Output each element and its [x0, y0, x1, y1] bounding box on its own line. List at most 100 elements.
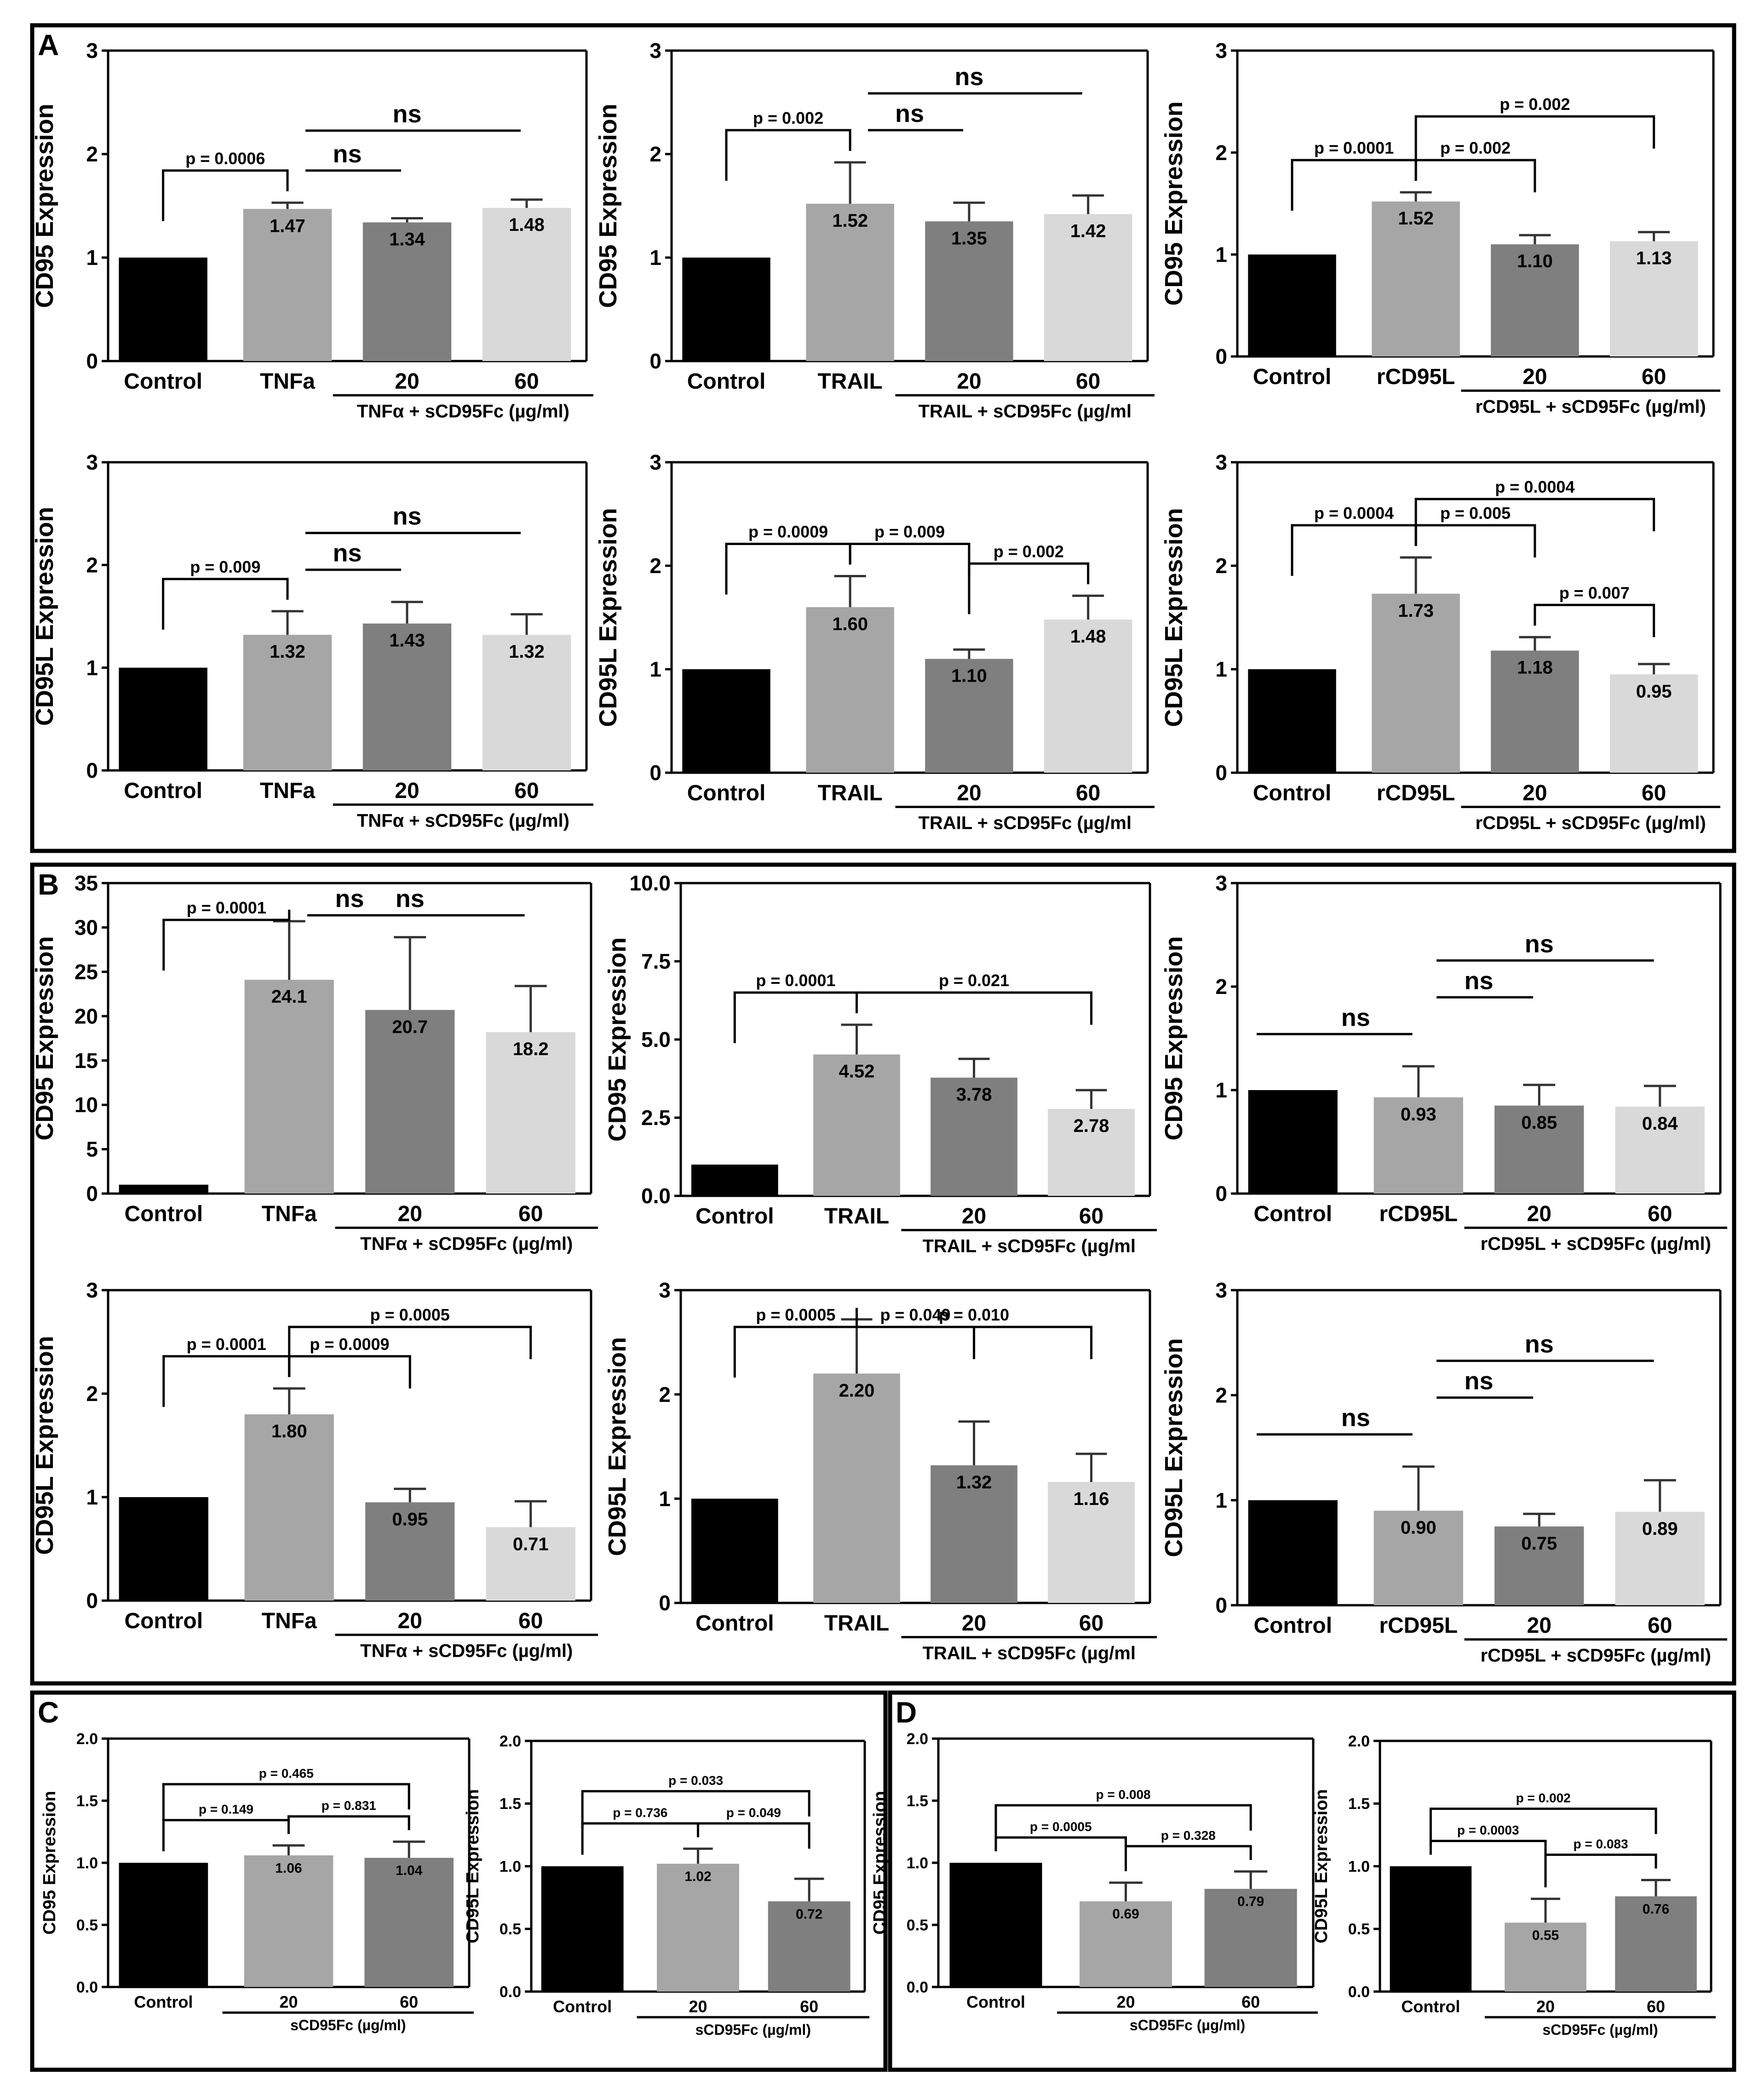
bar-60 [486, 1527, 575, 1601]
bar-20 [365, 1010, 455, 1194]
y-tick-label: 0 [649, 761, 661, 785]
bar-20 [1494, 1526, 1584, 1605]
panel-letter-a: A [38, 29, 59, 62]
value-label: 0.79 [1237, 1894, 1264, 1909]
category-label: 20 [395, 369, 419, 394]
bar-20 [931, 1465, 1017, 1603]
category-label: Control [1401, 1997, 1460, 2016]
bar-60 [1048, 1482, 1135, 1603]
p-value-label: p = 0.149 [199, 1802, 253, 1816]
p-value-label: p = 0.465 [259, 1766, 314, 1780]
y-axis-label: CD95 Expression [594, 103, 622, 308]
bar-rcd95l [1373, 1097, 1463, 1194]
significance-bracket [162, 578, 289, 630]
value-label: 1.32 [509, 642, 545, 662]
ns-label: ns [1525, 1331, 1554, 1358]
y-axis-label: CD95 Expression [870, 1791, 890, 1935]
category-label: 60 [1648, 1613, 1672, 1638]
group-label: sCD95Fc (µg/ml) [290, 2017, 406, 2033]
y-tick-label: 2 [86, 553, 98, 577]
bar-control [119, 258, 207, 361]
bar-20 [925, 221, 1013, 361]
category-label: Control [1253, 365, 1332, 389]
bar-rcd95l [1372, 201, 1460, 356]
y-tick-label: 3 [1215, 450, 1227, 474]
value-label: 1.80 [271, 1421, 307, 1441]
p-value-label: p = 0.002 [1440, 138, 1511, 157]
p-value-label: p = 0.0001 [187, 1335, 266, 1354]
p-value-label: p = 0.002 [1500, 95, 1570, 114]
bar-60 [486, 1032, 575, 1194]
chart-12: 0 1 2 3 CD95L Expression Control 0.90 rCD95L 0.7… [1160, 1278, 1727, 1665]
y-axis-label: CD95 Expression [31, 103, 58, 308]
group-label: TNFα + sCD95Fc (µg/ml) [360, 1234, 573, 1254]
y-tick-label: 1 [86, 656, 98, 680]
category-label: TNFa [260, 369, 315, 394]
p-value-label: p = 0.002 [994, 542, 1064, 561]
category-label: 60 [514, 779, 539, 803]
bar-60 [364, 1858, 454, 1987]
y-tick-label: 5 [86, 1137, 98, 1161]
bar-control [1248, 254, 1336, 356]
p-value-label: p = 0.0001 [187, 898, 266, 917]
p-value-label: p = 0.083 [1573, 1837, 1628, 1851]
y-axis-label: CD95L Expression [463, 1789, 483, 1943]
y-tick-label: 0.5 [76, 1917, 98, 1934]
p-value-label: p = 0.0001 [1314, 138, 1394, 157]
y-tick-label: 10.0 [629, 871, 671, 895]
group-label: TRAIL + sCD95Fc (µg/ml [918, 401, 1132, 421]
y-tick-label: 1.0 [500, 1858, 521, 1875]
group-label: rCD95L + sCD95Fc (µg/ml) [1481, 1234, 1711, 1254]
bar-60 [1204, 1889, 1297, 1987]
panel-letter-c: C [38, 1696, 59, 1729]
y-tick-label: 2.0 [907, 1730, 928, 1748]
y-tick-label: 0 [1215, 345, 1227, 368]
category-label: TRAIL [817, 369, 882, 394]
category-label: 20 [1536, 1997, 1555, 2016]
y-tick-label: 2 [86, 1382, 98, 1406]
category-label: Control [553, 1997, 612, 2016]
significance-bracket [725, 129, 851, 181]
bar-20 [1505, 1923, 1586, 1992]
bar-control [119, 1184, 208, 1194]
category-label: TRAIL [824, 1204, 889, 1229]
bar-60 [1044, 620, 1132, 773]
ns-label: ns [392, 100, 421, 128]
category-label: 60 [1076, 369, 1100, 394]
bar-tnfa [243, 209, 332, 361]
p-value-label: p = 0.008 [1096, 1787, 1151, 1802]
ns-label: ns [954, 63, 983, 91]
ns-label: ns [396, 885, 425, 913]
value-label: 1.10 [1517, 251, 1553, 271]
value-label: 0.69 [1112, 1906, 1139, 1922]
p-value-label: p = 0.0009 [310, 1335, 389, 1354]
ns-label: ns [1341, 1404, 1370, 1432]
chart-10: 0 1 2 3 CD95L Expression Control 1.80 TNFa 0.95 2… [31, 1278, 598, 1661]
p-value-label: p = 0.005 [1440, 504, 1511, 522]
y-tick-label: 0 [86, 1589, 98, 1613]
y-tick-label: 0.0 [641, 1184, 671, 1208]
bar-60 [1615, 1511, 1705, 1605]
significance-bracket [1414, 115, 1655, 167]
category-label: 60 [1079, 1611, 1103, 1636]
bar-rcd95l [1372, 593, 1460, 773]
chart-3: 0 1 2 3 CD95 Expression Control 1.52 rCD95L 1.10… [1160, 39, 1720, 417]
y-tick-label: 0.0 [1348, 1983, 1370, 2001]
bar-rcd95l [1373, 1510, 1463, 1605]
y-tick-label: 30 [75, 916, 98, 940]
category-label: 20 [957, 781, 981, 805]
category-label: 20 [1527, 1202, 1551, 1226]
bar-60 [482, 208, 571, 361]
y-tick-label: 20 [75, 1004, 98, 1028]
bar-control [682, 258, 770, 361]
chart-11: 0 1 2 3 CD95L Expression Control 2.20 TRAIL 1.32… [603, 1278, 1157, 1663]
significance-bracket [849, 543, 971, 576]
significance-bracket [994, 1804, 1252, 1842]
bar-control [119, 667, 207, 770]
chart-2: 0 1 2 3 CD95 Expression Control 1.52 TRAIL 1.35 2… [594, 39, 1155, 421]
group-label: TNFα + sCD95Fc (µg/ml) [357, 401, 569, 421]
p-value-label: p = 0.049 [726, 1805, 781, 1820]
y-tick-label: 0.0 [907, 1979, 928, 1996]
value-label: 1.47 [270, 216, 305, 236]
